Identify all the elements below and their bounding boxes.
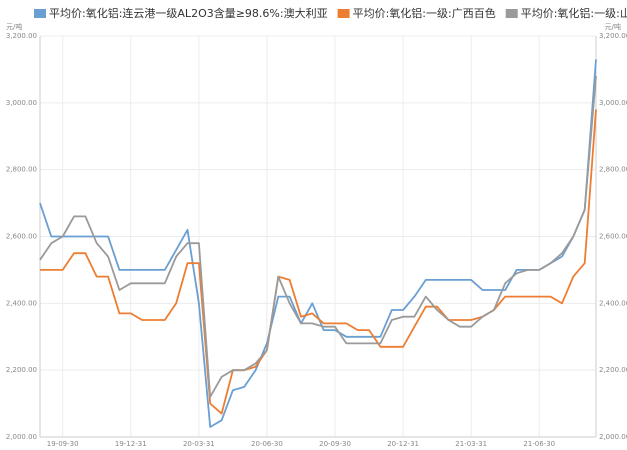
x-tick-label: 21-06-30 <box>523 440 555 448</box>
legend-text: 平均价:氧化铝:一级:广西百色 <box>353 6 496 20</box>
legend-swatch <box>34 9 46 18</box>
y2-tick-label: 2,000.00 <box>599 433 627 441</box>
legend-text: 平均价:氧化铝:连云港一级AL2O3含量≥98.6%:澳大利亚 <box>49 6 328 20</box>
x-tick-label: 19-09-30 <box>47 440 79 448</box>
y2-tick-label: 3,000.00 <box>599 99 627 107</box>
y2-tick-label: 2,800.00 <box>599 166 627 174</box>
series-line <box>40 109 597 415</box>
x-tick-label: 20-09-30 <box>319 440 351 448</box>
y-tick-label: 2,600.00 <box>6 233 37 241</box>
y2-tick-label: 3,200.00 <box>599 32 627 40</box>
y2-unit: 元/吨 <box>605 22 621 31</box>
legend-text: 平均价:氧化铝:一级:山东 <box>521 6 627 20</box>
x-tick-label: 20-12-31 <box>387 440 419 448</box>
y-tick-label: 3,200.00 <box>6 32 37 40</box>
y-tick-label: 2,800.00 <box>6 166 37 174</box>
series-line <box>39 76 597 398</box>
x-tick-label: 21-03-31 <box>455 440 487 448</box>
y-unit: 元/吨 <box>6 22 22 31</box>
y-tick-label: 2,000.00 <box>6 433 37 441</box>
x-tick-label: 20-06-30 <box>251 440 283 448</box>
legend-swatch <box>505 9 518 18</box>
legend-swatch <box>337 9 350 18</box>
y-tick-label: 3,000.00 <box>6 99 37 107</box>
x-tick-label: 19-12-31 <box>115 440 147 448</box>
y-tick-label: 2,200.00 <box>6 366 37 374</box>
y2-tick-label: 2,400.00 <box>599 299 627 307</box>
y2-tick-label: 2,200.00 <box>599 366 627 374</box>
x-tick-label: 20-03-31 <box>183 440 215 448</box>
series-line <box>39 59 597 428</box>
y2-tick-label: 2,600.00 <box>599 233 627 241</box>
y-tick-label: 2,400.00 <box>6 299 37 307</box>
